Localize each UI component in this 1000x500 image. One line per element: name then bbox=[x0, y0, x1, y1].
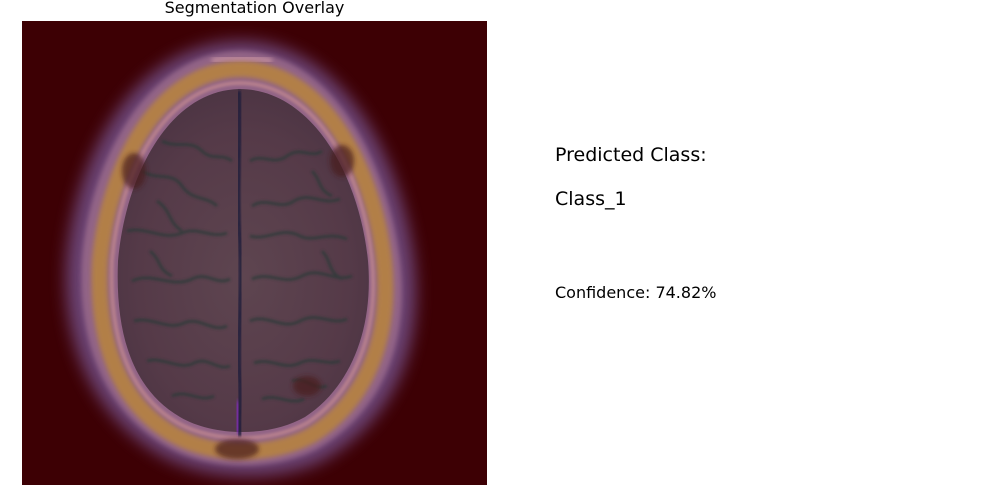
skull-dark-spots bbox=[122, 145, 354, 459]
brain-tissue bbox=[117, 89, 369, 432]
confidence-text: Confidence: 74.82% bbox=[555, 283, 717, 302]
midline-bottom-highlight bbox=[232, 400, 243, 434]
predicted-class-heading: Predicted Class: bbox=[555, 144, 707, 166]
predicted-class-value: Class_1 bbox=[555, 188, 627, 210]
skull-inner-edge bbox=[109, 80, 375, 440]
segmentation-overlay-image bbox=[22, 21, 487, 485]
midline-falx bbox=[236, 90, 243, 437]
scalp-rim-highlight bbox=[211, 55, 273, 64]
sulci-right bbox=[249, 149, 353, 403]
sulci-left bbox=[126, 139, 233, 400]
mri-overlay-svg bbox=[22, 21, 487, 485]
overlay-title: Segmentation Overlay bbox=[164, 0, 345, 17]
